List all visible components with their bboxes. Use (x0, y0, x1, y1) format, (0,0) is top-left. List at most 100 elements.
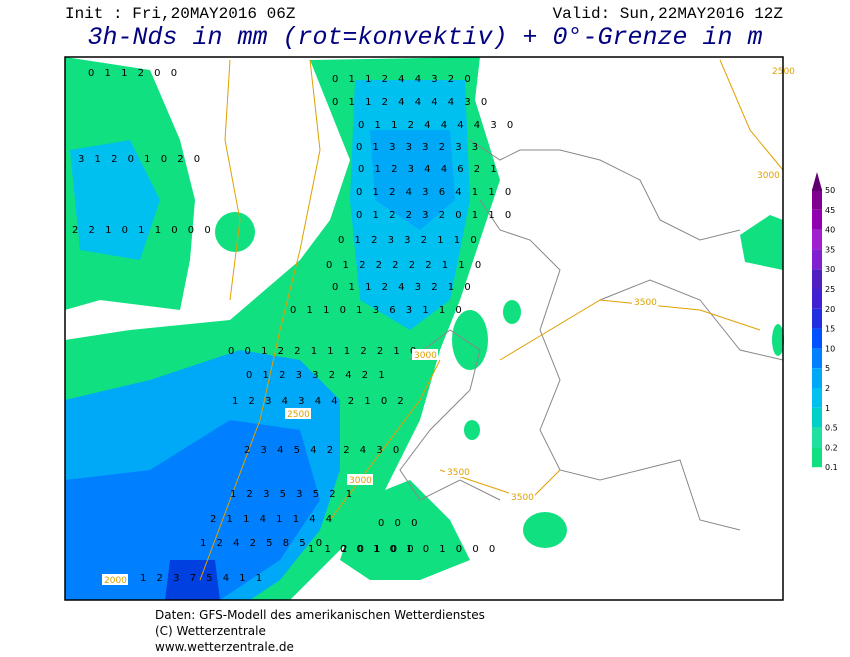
precip-area (503, 300, 521, 324)
grid-value-row: 2 1 1 4 1 1 4 4 (210, 514, 336, 525)
precip-area (70, 140, 160, 260)
contour-label-bg (755, 169, 781, 180)
legend-label: 10 (825, 344, 835, 353)
grid-value-row: 0 1 2 3 3 2 4 2 1 (246, 370, 388, 381)
contour (719, 59, 784, 171)
precip-area (740, 215, 783, 270)
precip-area (370, 130, 455, 230)
contour (199, 59, 321, 581)
legend-label: 0.2 (825, 443, 838, 452)
grid-value-row: 0 1 2 2 3 2 0 1 1 0 (356, 210, 515, 221)
legend-swatch (812, 348, 822, 369)
legend-label: 50 (825, 186, 835, 195)
init-time: Init : Fri,20MAY2016 06Z (65, 5, 296, 23)
coastlines (399, 139, 784, 531)
contour-label-bg (445, 466, 471, 477)
grid-values: 0 1 1 2 4 4 3 2 0 0 1 1 2 4 4 4 4 3 0 0 1 … (72, 68, 517, 584)
coastline (469, 139, 741, 241)
grid-value-row: 0 1 2 4 3 6 4 1 1 0 (356, 187, 515, 198)
legend-swatch (812, 229, 822, 250)
legend-label: 5 (825, 364, 830, 373)
precip-area (523, 512, 567, 548)
grid-value-row: 0 1 2 3 3 2 1 1 0 (338, 235, 480, 246)
map-frame (64, 56, 784, 601)
contour-label-bg (509, 491, 535, 502)
legend-label: 35 (825, 245, 835, 254)
grid-value-row: 0 1 1 2 0 0 (88, 68, 181, 79)
legend-label: 30 (825, 265, 835, 274)
legend-label: 20 (825, 305, 835, 314)
grid-value-row: 0 1 3 3 3 2 3 3 (356, 142, 482, 153)
grid-value-row: 2 3 4 5 4 2 2 4 3 0 (244, 445, 403, 456)
legend-label: 0.5 (825, 424, 838, 433)
legend-swatch (812, 308, 822, 329)
contour-label: 2000 (104, 576, 127, 586)
legend-label: 1 (825, 404, 830, 413)
legend-swatch (812, 388, 822, 408)
grid-value-row: 0 0 0 (378, 518, 421, 529)
grid-value-row: 1 2 4 2 5 8 5 0 (200, 538, 326, 549)
precip-blue (65, 80, 470, 600)
legend-swatch (812, 249, 822, 270)
contour-label: 3000 (757, 171, 780, 181)
legend-swatch (812, 407, 822, 428)
contour-label: 3500 (511, 493, 534, 503)
map-title: 3h-Nds in mm (rot=konvektiv) + 0°-Grenze… (87, 23, 762, 52)
grid-value-row: 1 1 2 0 1 0 0 (308, 544, 417, 555)
legend-swatch (812, 269, 822, 289)
border (599, 279, 784, 361)
grid-value-row: 1 2 3 7 5 4 1 1 (140, 573, 266, 584)
coastline (399, 329, 501, 501)
precip-area (165, 560, 220, 600)
precip-area (772, 324, 784, 356)
grid-value-row: 0 1 1 0 1 3 6 3 1 1 0 (290, 305, 465, 316)
contour-label-bg (632, 296, 658, 307)
legend-cap (812, 172, 822, 190)
grid-value-row: 0 0 1 0 1 0 1 0 0 0 (340, 544, 499, 555)
grid-value-row: 0 1 1 2 4 4 3 2 0 (332, 74, 474, 85)
contour-label: 3000 (414, 351, 437, 361)
legend-label: 25 (825, 285, 835, 294)
legend-swatch (812, 427, 822, 448)
legend-swatch (812, 328, 822, 349)
precip-area (464, 420, 480, 440)
grid-value-row: 3 1 2 0 1 0 2 0 (78, 154, 204, 165)
legend-label: 2 (825, 384, 830, 393)
footer-copyright: (C) Wetterzentrale (155, 624, 266, 638)
contour-label-bg (412, 349, 438, 360)
precip-area (340, 480, 470, 580)
contour-label-bg (102, 574, 128, 585)
contour (329, 359, 441, 521)
contour (224, 59, 241, 301)
legend-swatch (812, 447, 822, 468)
grid-value-row: 0 0 1 2 2 1 1 1 2 2 1 0 (228, 346, 420, 357)
contour-label: 3500 (634, 298, 657, 308)
legend-swatch (812, 289, 822, 309)
footer-url: www.wetterzentrale.de (155, 640, 294, 654)
footer-source: Daten: GFS-Modell des amerikanischen Wet… (155, 608, 485, 622)
precip-area (452, 310, 488, 370)
legend-label: 15 (825, 325, 835, 334)
grid-value-row: 2 2 1 0 1 1 0 0 0 (72, 225, 214, 236)
grid-value-row: 0 1 1 2 4 4 4 4 3 0 (358, 120, 517, 131)
contour-label-bg (347, 474, 373, 485)
legend-label: 40 (825, 226, 835, 235)
grid-value-row: 1 2 3 5 3 5 2 1 (230, 489, 356, 500)
legend-label: 0.1 (825, 463, 838, 472)
precip-area (215, 212, 255, 252)
color-legend: 50 45 40 35 30 25 20 15 10 5 2 1 0.5 0.2 0.1 (812, 172, 838, 472)
valid-time: Valid: Sun,22MAY2016 12Z (553, 5, 784, 23)
freezing-level-contours (199, 59, 784, 581)
legend-label: 45 (825, 206, 835, 215)
precip-area (65, 420, 320, 600)
legend-swatch (812, 368, 822, 388)
grid-value-row: 0 1 1 2 4 4 4 4 3 0 (332, 97, 491, 108)
border (479, 199, 741, 531)
grid-value-row: 0 1 1 2 4 3 2 1 0 (332, 282, 474, 293)
grid-value-row: 0 1 2 2 2 2 2 1 1 0 (326, 260, 485, 271)
contour-label: 2500 (287, 410, 310, 420)
legend-swatch (812, 209, 822, 230)
map: 0 1 1 2 4 4 3 2 0 0 1 1 2 4 4 4 4 3 0 0 1 … (64, 56, 796, 601)
